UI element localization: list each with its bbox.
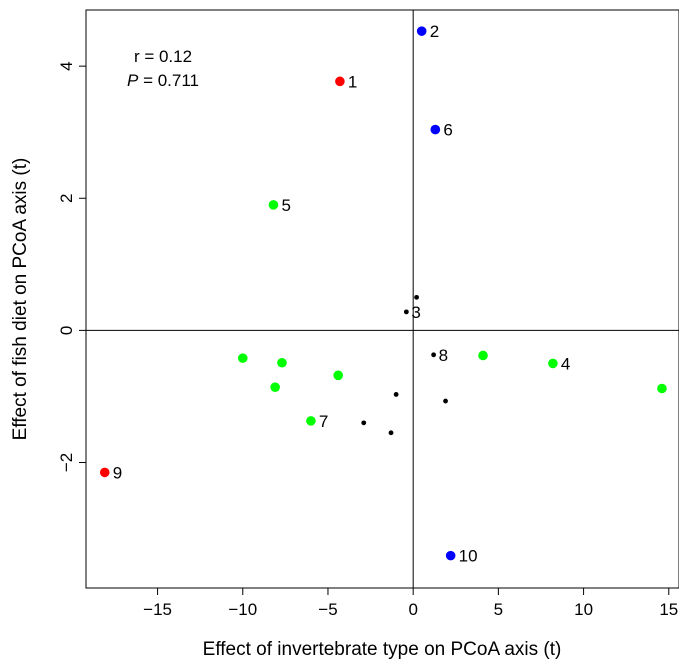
data-point (548, 358, 558, 369)
data-point (388, 430, 394, 436)
data-point (306, 416, 316, 426)
data-point (268, 200, 279, 210)
point-label: 1 (348, 72, 357, 91)
correlation-r: r = 0.12 (134, 47, 192, 66)
y-tick-label: 2 (57, 194, 76, 203)
y-axis-ticks: −2 0 2 4 (57, 61, 86, 472)
x-tick-label: 10 (574, 600, 593, 619)
data-point (657, 383, 667, 394)
p-symbol: P (127, 71, 139, 90)
y-axis-label: Effect of fish diet on PCoA axis (t) (10, 158, 31, 441)
data-point (443, 398, 448, 404)
x-tick-label: 0 (408, 600, 417, 619)
data-points: 1 9 2 6 10 5 4 7 3 8 (99, 22, 667, 566)
data-point (335, 76, 345, 87)
data-point (478, 350, 488, 361)
x-axis-ticks: −15 −10 −5 0 5 10 15 (143, 588, 678, 619)
data-point (270, 382, 280, 392)
y-tick-label: 0 (57, 326, 76, 335)
data-point (237, 353, 248, 363)
point-label: 8 (439, 346, 448, 365)
data-point (414, 294, 419, 300)
data-point (431, 352, 437, 358)
y-tick-label: 4 (57, 61, 76, 70)
x-tick-label: 15 (659, 600, 678, 619)
x-tick-label: 5 (494, 600, 503, 619)
point-label: 10 (459, 547, 478, 566)
point-label: 9 (113, 463, 122, 482)
point-label: 7 (319, 412, 328, 431)
data-point (445, 550, 456, 561)
data-point (99, 467, 110, 478)
x-tick-label: −10 (228, 600, 257, 619)
point-label: 4 (561, 354, 570, 373)
x-axis-label: Effect of invertebrate type on PCoA axis… (203, 639, 562, 660)
data-point (416, 26, 427, 36)
x-tick-label: −15 (143, 600, 172, 619)
plot-frame (85, 9, 679, 589)
data-point (333, 370, 343, 381)
y-tick-label: −2 (57, 453, 76, 472)
data-point (403, 309, 409, 315)
reference-lines (86, 10, 679, 588)
x-tick-label: −5 (318, 600, 337, 619)
data-point (277, 357, 287, 368)
point-label: 5 (281, 196, 290, 215)
point-label: 3 (411, 303, 420, 322)
data-point (361, 420, 367, 426)
point-label: 6 (443, 121, 452, 140)
data-point (393, 392, 399, 397)
point-label: 2 (430, 22, 439, 41)
correlation-p: P = 0.711 (127, 71, 199, 90)
data-point (430, 124, 441, 135)
p-value: = 0.711 (138, 71, 199, 90)
